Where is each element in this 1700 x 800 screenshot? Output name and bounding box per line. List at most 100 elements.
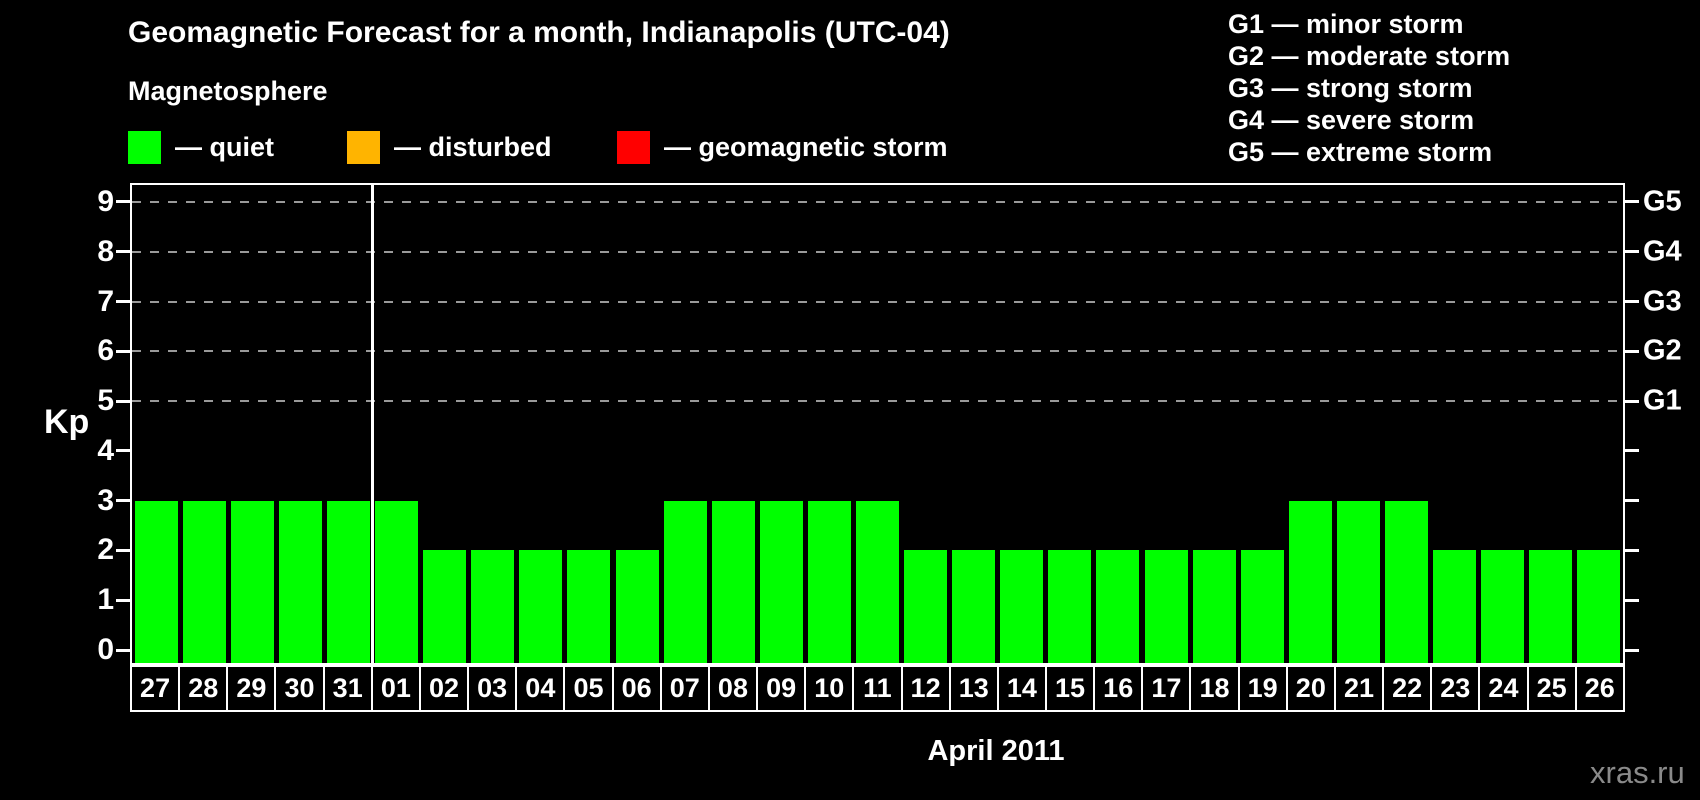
kp-bar-day-13 xyxy=(952,550,996,663)
chart-title: Geomagnetic Forecast for a month, Indian… xyxy=(128,16,950,49)
day-label-22: 22 xyxy=(1384,667,1433,710)
kp-bar-day-18 xyxy=(1192,550,1236,663)
kp-bar-day-11 xyxy=(856,500,899,663)
kp-bar-day-22 xyxy=(1385,500,1429,663)
day-label-27: 27 xyxy=(132,667,181,710)
kp-bar-day-03 xyxy=(471,550,515,663)
kp-tick-left-2 xyxy=(116,548,130,552)
legend-swatch-quiet xyxy=(128,130,161,164)
plot-area: 0 1 2 3 4 5 G1 6 G2 7 G3 8 G4 9 G5 xyxy=(97,183,1682,666)
kp-tick-label-2: 2 xyxy=(97,533,114,567)
kp-tick-label-5: 5 xyxy=(97,384,114,418)
day-label-05: 05 xyxy=(565,667,614,710)
g-legend-line-4: G4 — severe storm xyxy=(1228,105,1475,135)
kp-bar-day-30 xyxy=(278,500,322,663)
g-level-label-g1: G1 xyxy=(1643,384,1682,417)
day-label-16: 16 xyxy=(1095,667,1144,710)
kp-bar-day-16 xyxy=(1096,550,1140,663)
kp-bar-day-12 xyxy=(904,550,948,663)
legend-item-storm: — geomagnetic storm xyxy=(617,128,948,166)
g-level-label-g5: G5 xyxy=(1643,185,1682,218)
kp-tick-right-6 xyxy=(1625,349,1639,353)
day-label-02: 02 xyxy=(421,667,470,710)
kp-tick-left-0 xyxy=(116,648,130,652)
gridline-kp6 xyxy=(132,350,1623,353)
kp-bar-day-06 xyxy=(615,550,659,663)
day-label-13: 13 xyxy=(951,667,999,710)
gridline-kp7 xyxy=(132,300,1623,303)
day-label-12: 12 xyxy=(903,667,951,710)
kp-bar-day-09 xyxy=(759,500,803,663)
kp-bar-day-27 xyxy=(134,500,178,663)
kp-bar-day-02 xyxy=(423,550,467,663)
kp-bar-day-17 xyxy=(1144,550,1188,663)
kp-tick-right-8 xyxy=(1625,250,1639,254)
kp-tick-label-7: 7 xyxy=(97,284,114,318)
day-label-31: 31 xyxy=(325,667,373,710)
day-label-19: 19 xyxy=(1240,667,1288,710)
day-label-03: 03 xyxy=(469,667,518,710)
day-label-04: 04 xyxy=(517,667,566,710)
g-legend-line-1: G1 — minor storm xyxy=(1228,9,1464,39)
day-label-18: 18 xyxy=(1191,667,1240,710)
kp-bar-day-07 xyxy=(663,500,707,663)
magnetosphere-legend: — quiet — disturbed — geomagnetic storm xyxy=(0,128,1100,166)
kp-tick-label-0: 0 xyxy=(97,633,114,666)
g-legend-line-2: G2 — moderate storm xyxy=(1228,41,1511,71)
day-label-25: 25 xyxy=(1529,667,1577,710)
g-level-label-g3: G3 xyxy=(1643,285,1682,318)
legend-swatch-disturbed xyxy=(347,130,380,164)
kp-tick-label-4: 4 xyxy=(97,433,114,467)
g-legend-line-3: G3 — strong storm xyxy=(1228,73,1473,103)
kp-tick-left-8 xyxy=(116,250,130,254)
g-legend-line-5: G5 — extreme storm xyxy=(1228,137,1493,167)
kp-tick-right-0 xyxy=(1625,648,1639,652)
watermark: xras.ru xyxy=(1590,755,1685,790)
legend-label-quiet: — quiet xyxy=(175,131,274,162)
kp-tick-left-6 xyxy=(116,349,130,353)
day-label-23: 23 xyxy=(1432,667,1481,710)
day-label-17: 17 xyxy=(1143,667,1192,710)
kp-tick-label-9: 9 xyxy=(97,184,114,218)
kp-bar-day-01 xyxy=(375,500,419,663)
kp-axis-label: Kp xyxy=(44,403,90,441)
month-label: April 2011 xyxy=(927,735,1065,767)
day-label-11: 11 xyxy=(854,667,903,710)
kp-bar-day-31 xyxy=(326,500,370,663)
gridline-kp9 xyxy=(132,200,1623,203)
gridline-kp8 xyxy=(132,250,1623,253)
day-label-30: 30 xyxy=(276,667,325,710)
day-label-01: 01 xyxy=(373,667,421,710)
kp-tick-label-6: 6 xyxy=(97,334,114,368)
day-label-29: 29 xyxy=(228,667,277,710)
day-label-09: 09 xyxy=(758,667,807,710)
day-label-15: 15 xyxy=(1047,667,1096,710)
magnetosphere-heading: Magnetosphere xyxy=(128,76,328,106)
kp-tick-right-1 xyxy=(1625,598,1639,602)
kp-bar-day-24 xyxy=(1481,550,1525,663)
legend-swatch-storm xyxy=(617,130,650,164)
kp-bar-day-04 xyxy=(519,550,563,663)
day-label-21: 21 xyxy=(1336,667,1385,710)
kp-tick-label-8: 8 xyxy=(97,234,114,268)
kp-tick-right-5 xyxy=(1625,399,1639,403)
kp-tick-left-5 xyxy=(116,399,130,403)
kp-bar-day-25 xyxy=(1529,550,1573,663)
kp-bar-day-21 xyxy=(1336,500,1380,663)
gridline-kp5 xyxy=(132,400,1623,403)
kp-bar-day-05 xyxy=(567,550,611,663)
kp-tick-right-9 xyxy=(1625,200,1639,204)
legend-label-disturbed: — disturbed xyxy=(394,131,552,162)
kp-bar-day-26 xyxy=(1577,550,1621,663)
kp-tick-left-3 xyxy=(116,499,130,503)
kp-bar-day-08 xyxy=(711,500,755,663)
kp-tick-left-1 xyxy=(116,598,130,602)
day-label-28: 28 xyxy=(180,667,229,710)
day-label-10: 10 xyxy=(806,667,855,710)
legend-item-disturbed: — disturbed xyxy=(347,128,552,166)
kp-tick-left-9 xyxy=(116,200,130,204)
month-separator-line xyxy=(370,185,374,663)
day-axis-row: 27 28 29 30 31 01 02 03 04 05 06 07 08 09 10 11 12 13 14 15… xyxy=(130,665,1625,712)
kp-tick-label-1: 1 xyxy=(97,583,114,617)
kp-bar-day-10 xyxy=(807,500,851,663)
